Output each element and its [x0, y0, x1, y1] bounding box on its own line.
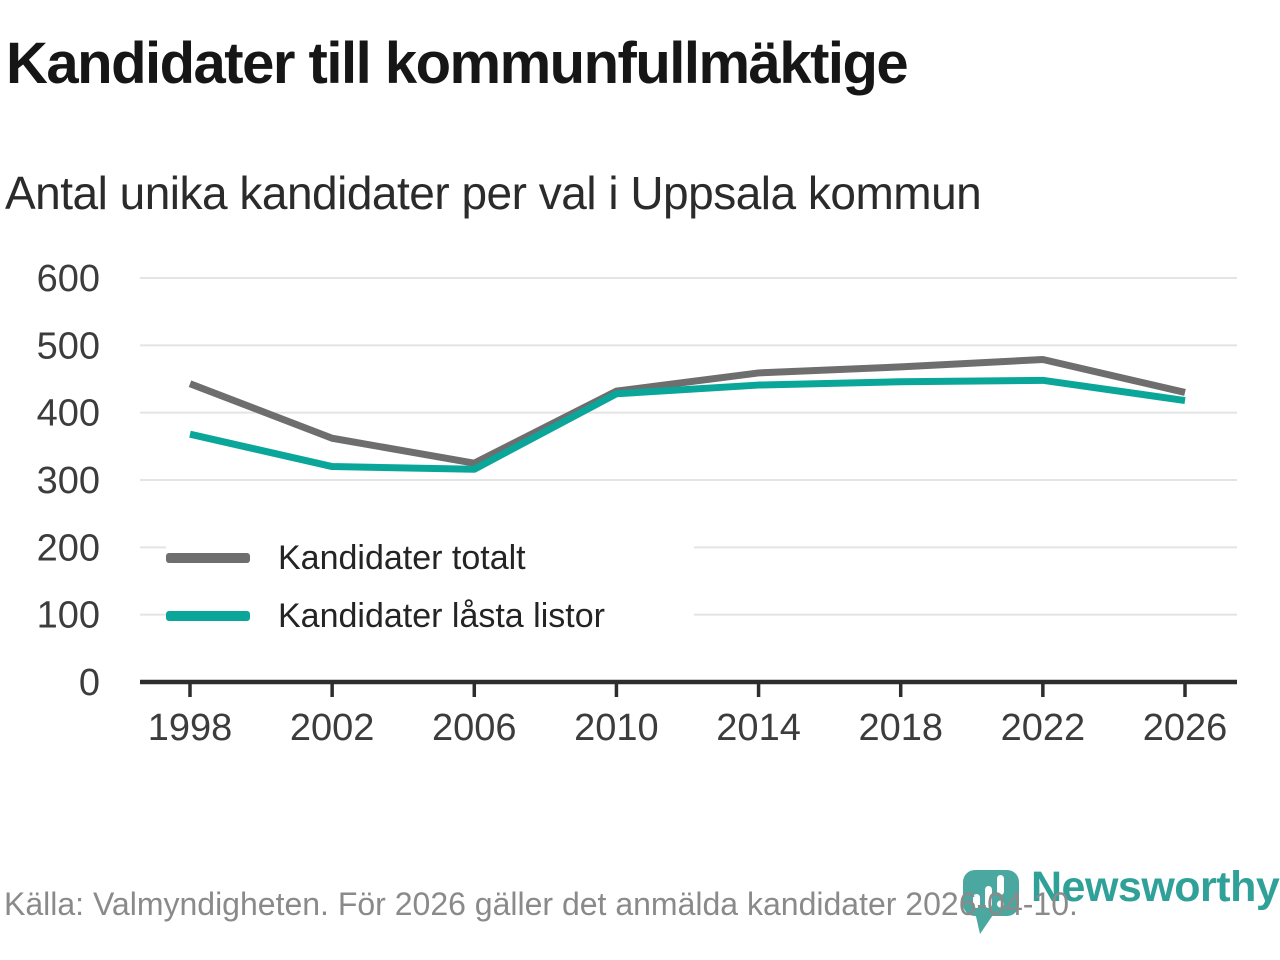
x-tick-label-2018: 2018: [858, 707, 943, 749]
series-line-lasta-listor: [189, 376, 1186, 473]
y-tick-label-100: 100: [37, 595, 100, 637]
line-chart-canvas: 0 100 200 300 400 500 600 1998 2002 2006 2010 2014 2…: [37, 258, 1237, 749]
source-note: Källa: Valmyndigheten. För 2026 gäller d…: [4, 886, 1078, 922]
y-tick-label-200: 200: [37, 527, 100, 569]
legend-label-totalt: Kandidater totalt: [278, 538, 526, 577]
y-tick-label-600: 600: [37, 258, 100, 300]
y-tick-label-300: 300: [37, 460, 100, 502]
legend-item-totalt: Kandidater totalt: [166, 529, 694, 587]
legend-label-lasta-listor: Kandidater låsta listor: [278, 596, 605, 635]
x-tick-label-2026: 2026: [1143, 707, 1228, 749]
newsworthy-pin-icon: [963, 870, 1019, 934]
legend-swatch-totalt: [166, 553, 250, 563]
y-tick-label-500: 500: [37, 325, 100, 367]
chart-area: 0 100 200 300 400 500 600 1998 2002 2006 2010 2014 2…: [0, 240, 1280, 770]
chart-title: Kandidater till kommunfullmäktige: [6, 31, 909, 96]
x-tick-label-2006: 2006: [432, 707, 517, 749]
series-line-totalt: [188, 355, 1186, 467]
chart-subtitle: Antal unika kandidater per val i Uppsala…: [5, 167, 982, 219]
newsworthy-wordmark: Newsworthy: [1031, 863, 1280, 911]
y-tick-label-400: 400: [37, 393, 100, 435]
x-tick-label-2010: 2010: [574, 707, 659, 749]
chart-legend: Kandidater totalt Kandidater låsta listo…: [166, 529, 694, 645]
x-tick-label-1998: 1998: [148, 707, 233, 749]
x-tick-label-2002: 2002: [290, 707, 375, 749]
x-tick-label-2014: 2014: [716, 707, 801, 749]
y-tick-label-0: 0: [79, 662, 100, 704]
legend-item-lasta-listor: Kandidater låsta listor: [166, 587, 694, 645]
x-tick-label-2022: 2022: [1001, 707, 1086, 749]
legend-swatch-lasta-listor: [166, 611, 250, 621]
